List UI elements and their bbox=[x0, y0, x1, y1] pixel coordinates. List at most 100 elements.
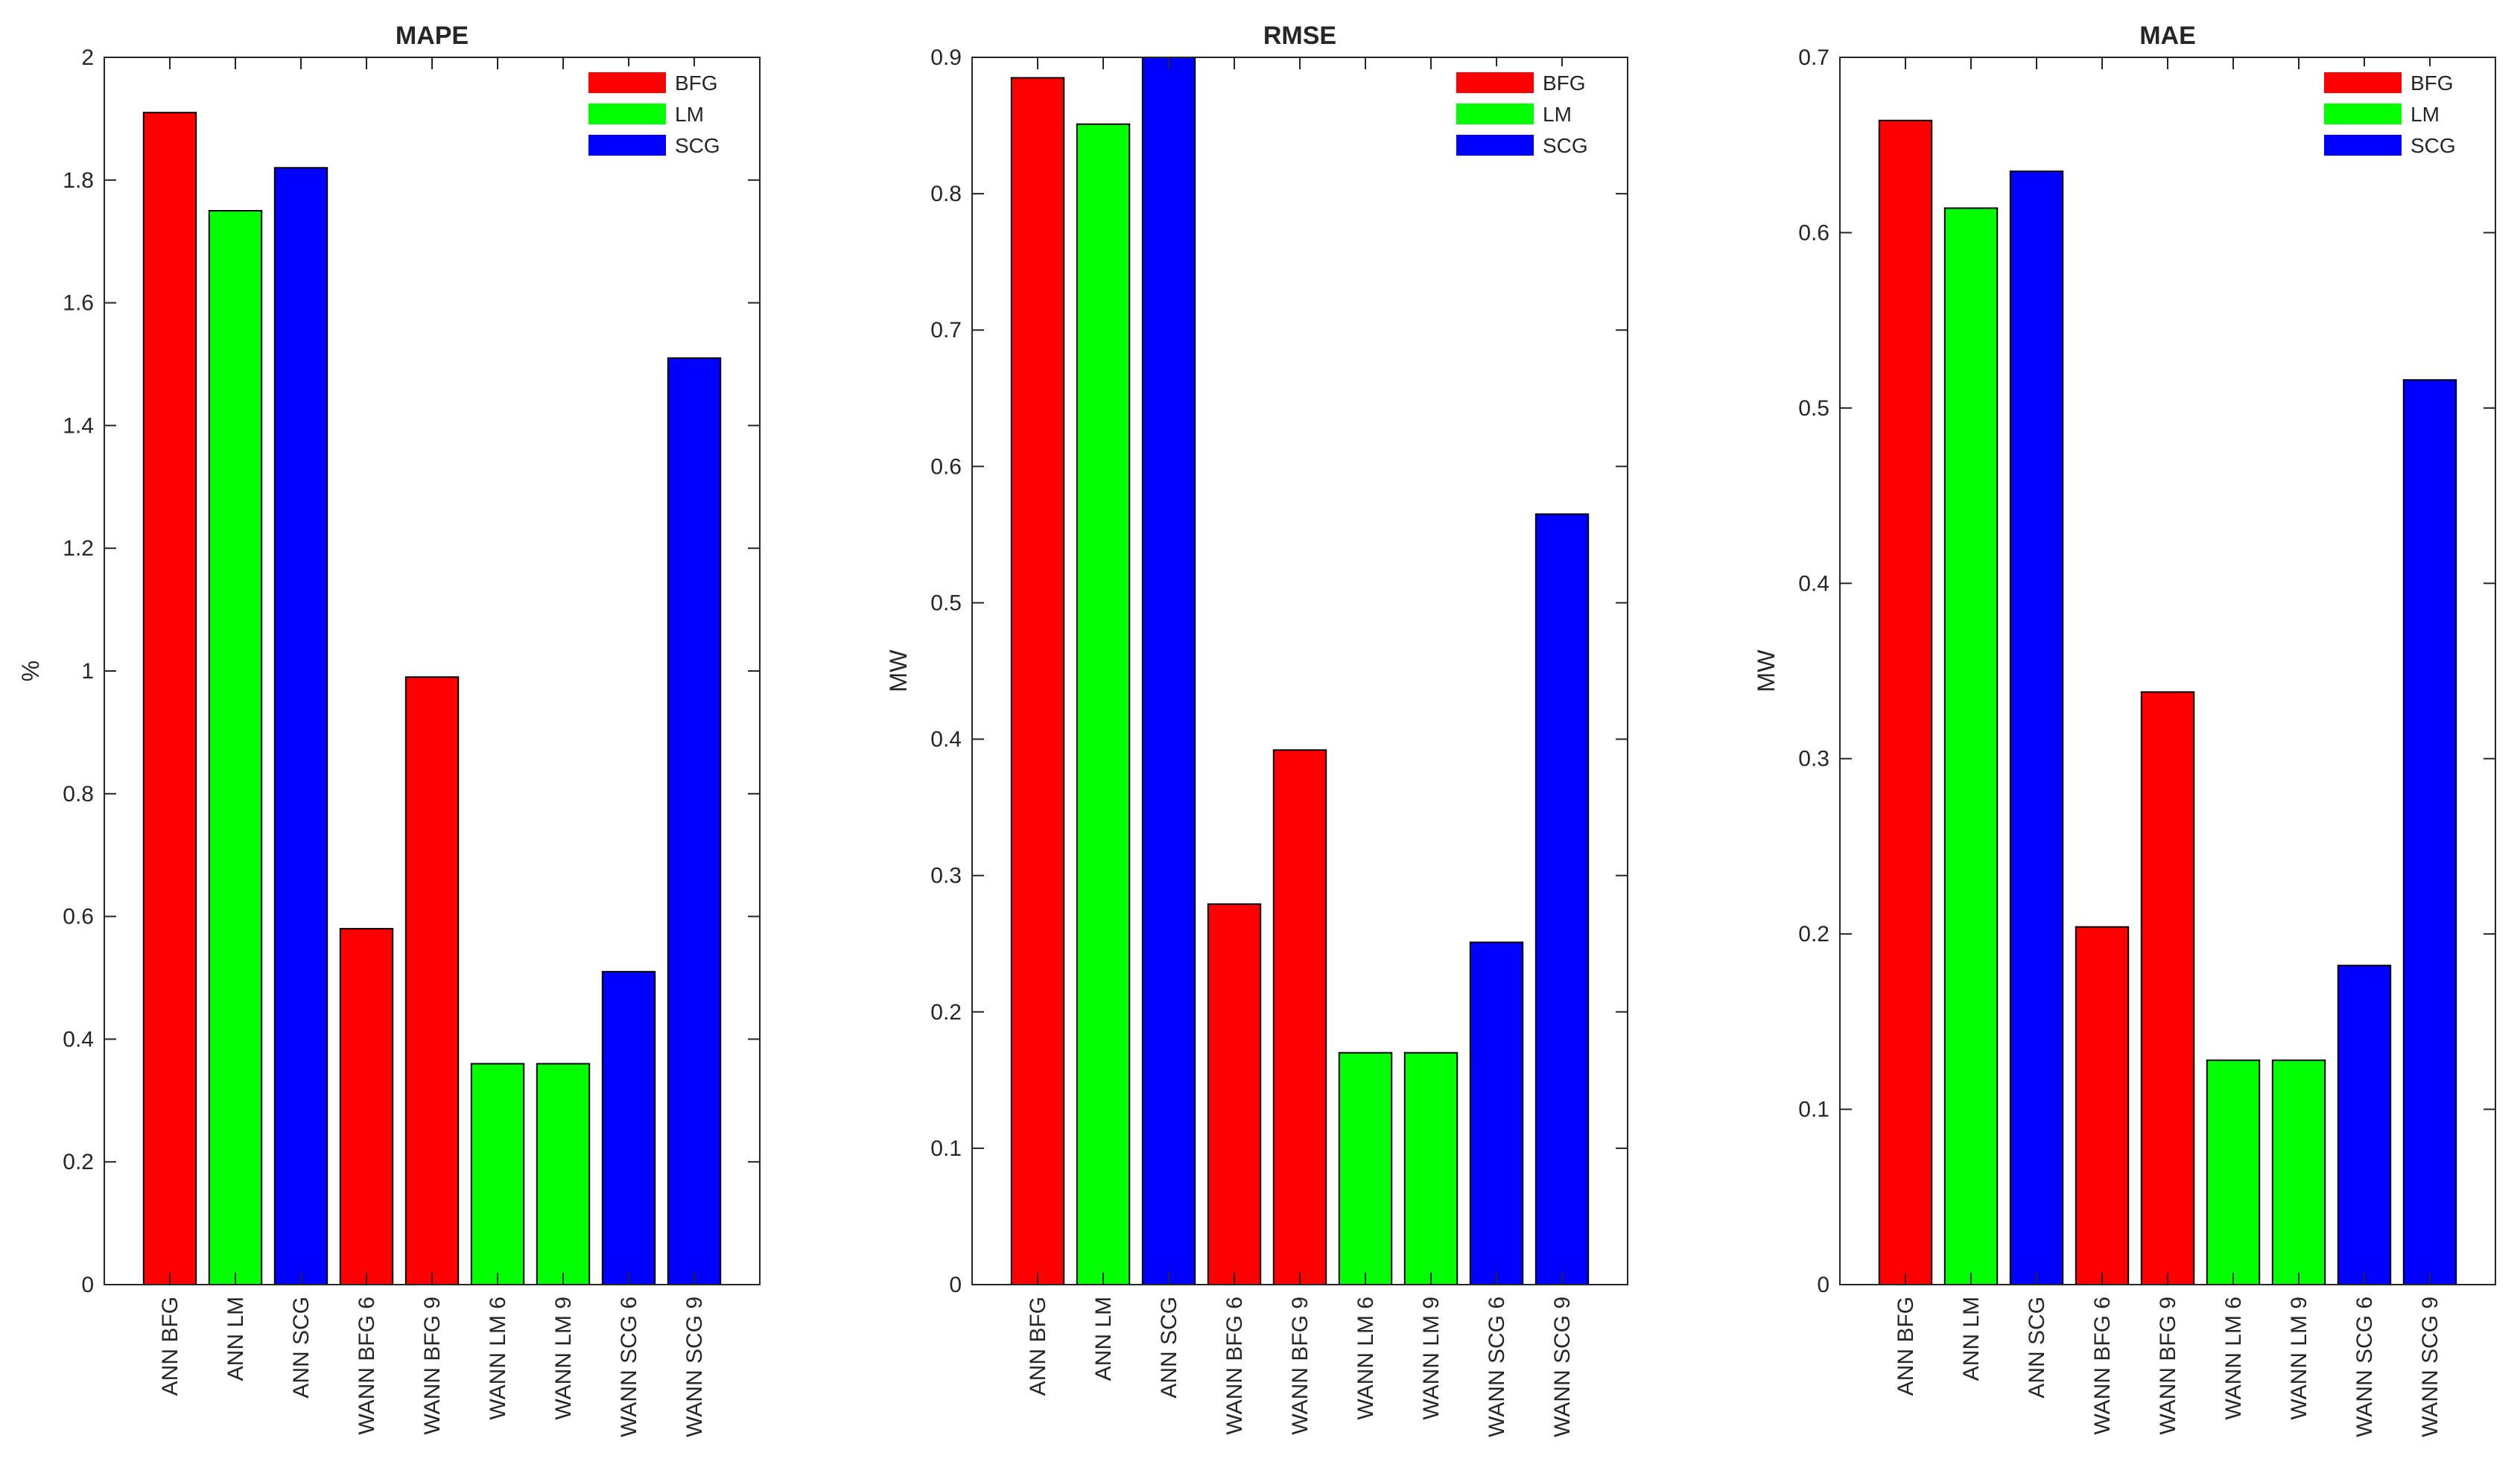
mae-bar-4 bbox=[2075, 926, 2130, 1285]
mape-category-label-3: ANN SCG bbox=[289, 1297, 314, 1399]
mape-legend-swatch-lm bbox=[588, 104, 666, 124]
mae-category-label-2: ANN LM bbox=[1959, 1297, 1984, 1381]
mape-ytick-label-7: 1.4 bbox=[63, 413, 94, 438]
mape-bar-2 bbox=[208, 210, 263, 1285]
mape-legend-label-scg: SCG bbox=[675, 134, 720, 157]
mape-ytick-label-1: 0.2 bbox=[63, 1150, 94, 1174]
rmse-legend-label-scg: SCG bbox=[1543, 134, 1588, 157]
rmse-category-label-1: ANN BFG bbox=[1026, 1297, 1050, 1396]
mape-category-label-8: WANN SCG 6 bbox=[617, 1297, 641, 1437]
mape-bar-7 bbox=[536, 1063, 591, 1286]
rmse-ytick-label-5: 0.5 bbox=[930, 591, 962, 615]
rmse-ytick-label-8: 0.8 bbox=[930, 182, 962, 206]
rmse-bar-9 bbox=[1534, 513, 1590, 1285]
mape-category-label-4: WANN BFG 6 bbox=[355, 1297, 379, 1435]
rmse-ytick-label-2: 0.2 bbox=[930, 1000, 962, 1025]
rmse-bar-4 bbox=[1207, 903, 1262, 1285]
rmse-bar-2 bbox=[1076, 123, 1131, 1286]
mae-ytick-label-0: 0 bbox=[1817, 1273, 1829, 1297]
mape-ytick-label-3: 0.6 bbox=[63, 905, 94, 929]
rmse-legend-swatch-lm bbox=[1456, 104, 1534, 124]
mae-category-label-6: WANN LM 6 bbox=[2221, 1297, 2246, 1420]
rmse-legend-label-bfg: BFG bbox=[1543, 71, 1586, 95]
mae-ytick-label-7: 0.7 bbox=[1798, 45, 1829, 70]
rmse-ytick-label-4: 0.4 bbox=[930, 728, 962, 752]
mae-ytick-label-4: 0.4 bbox=[1798, 571, 1829, 596]
mape-bar-9 bbox=[667, 357, 722, 1285]
mae-chart-title: MAE bbox=[2139, 22, 2196, 50]
mae-category-label-1: ANN BFG bbox=[1894, 1297, 1918, 1396]
mae-category-label-3: ANN SCG bbox=[2025, 1297, 2049, 1399]
rmse-y-axis-label: MW bbox=[885, 649, 912, 693]
mae-ytick-label-5: 0.5 bbox=[1798, 396, 1829, 421]
rmse-category-label-3: ANN SCG bbox=[1157, 1297, 1181, 1399]
rmse-category-label-9: WANN SCG 9 bbox=[1550, 1297, 1575, 1437]
mae-bar-5 bbox=[2140, 691, 2195, 1285]
mape-bar-1 bbox=[142, 112, 197, 1286]
mape-category-label-2: ANN LM bbox=[223, 1297, 248, 1381]
rmse-ytick-label-9: 0.9 bbox=[930, 45, 962, 70]
mae-bar-3 bbox=[2009, 171, 2064, 1285]
mape-legend-swatch-scg bbox=[588, 135, 666, 156]
mape-ytick-label-0: 0 bbox=[81, 1273, 94, 1297]
rmse-legend-swatch-bfg bbox=[1456, 72, 1534, 93]
rmse-bar-1 bbox=[1010, 77, 1065, 1285]
rmse-ytick-label-3: 0.3 bbox=[930, 864, 962, 888]
mae-ytick-label-3: 0.3 bbox=[1798, 747, 1829, 772]
rmse-bar-6 bbox=[1338, 1052, 1393, 1285]
mape-y-axis-label: % bbox=[17, 661, 44, 681]
mae-ytick-label-1: 0.1 bbox=[1798, 1098, 1829, 1122]
mape-ytick-label-10: 2 bbox=[81, 45, 94, 70]
mae-bar-7 bbox=[2271, 1059, 2326, 1285]
mape-bar-4 bbox=[339, 928, 394, 1285]
mae-ytick-label-2: 0.2 bbox=[1798, 922, 1829, 947]
mae-bar-1 bbox=[1878, 119, 1933, 1285]
rmse-legend-swatch-scg bbox=[1456, 135, 1534, 156]
mape-category-label-7: WANN LM 9 bbox=[551, 1297, 576, 1420]
mae-legend-label-scg: SCG bbox=[2410, 134, 2456, 157]
mae-bar-8 bbox=[2337, 964, 2392, 1285]
rmse-bar-3 bbox=[1141, 57, 1196, 1285]
mape-ytick-label-4: 0.8 bbox=[63, 782, 94, 807]
mape-legend-label-bfg: BFG bbox=[675, 71, 718, 95]
mae-ytick-label-6: 0.6 bbox=[1798, 220, 1829, 245]
rmse-bar-7 bbox=[1403, 1052, 1459, 1285]
rmse-bar-8 bbox=[1469, 941, 1524, 1286]
mape-ytick-label-9: 1.8 bbox=[63, 168, 94, 193]
rmse-bar-5 bbox=[1272, 749, 1327, 1285]
rmse-category-label-8: WANN SCG 6 bbox=[1485, 1297, 1509, 1437]
mape-category-label-1: ANN BFG bbox=[158, 1297, 183, 1396]
rmse-category-label-7: WANN LM 9 bbox=[1419, 1297, 1444, 1420]
mape-ytick-label-2: 0.4 bbox=[63, 1027, 94, 1052]
mape-bar-8 bbox=[601, 970, 656, 1286]
mape-ytick-label-8: 1.6 bbox=[63, 291, 94, 316]
rmse-category-label-6: WANN LM 6 bbox=[1353, 1297, 1378, 1420]
rmse-category-label-5: WANN BFG 9 bbox=[1288, 1297, 1313, 1435]
mape-category-label-6: WANN LM 6 bbox=[486, 1297, 510, 1420]
rmse-chart-title: RMSE bbox=[1263, 22, 1336, 50]
mape-bar-6 bbox=[470, 1063, 525, 1286]
mape-category-label-5: WANN BFG 9 bbox=[420, 1297, 445, 1435]
rmse-category-label-2: ANN LM bbox=[1091, 1297, 1116, 1381]
mae-legend-swatch-lm bbox=[2324, 104, 2402, 124]
mape-ytick-label-6: 1.2 bbox=[63, 536, 94, 561]
mae-category-label-9: WANN SCG 9 bbox=[2418, 1297, 2443, 1437]
mae-category-label-7: WANN LM 9 bbox=[2287, 1297, 2311, 1420]
mae-category-label-4: WANN BFG 6 bbox=[2090, 1297, 2115, 1435]
mape-legend-label-lm: LM bbox=[675, 103, 704, 126]
mae-y-axis-label: MW bbox=[1753, 649, 1780, 693]
mae-category-label-5: WANN BFG 9 bbox=[2156, 1297, 2180, 1435]
mae-legend-swatch-scg bbox=[2324, 135, 2402, 156]
mape-ytick-label-5: 1 bbox=[81, 659, 94, 684]
mape-category-label-9: WANN SCG 9 bbox=[682, 1297, 707, 1437]
mae-bar-6 bbox=[2206, 1059, 2261, 1285]
rmse-ytick-label-0: 0 bbox=[949, 1273, 962, 1297]
mape-bar-3 bbox=[273, 167, 329, 1285]
rmse-category-label-4: WANN BFG 6 bbox=[1222, 1297, 1247, 1435]
mape-chart-title: MAPE bbox=[396, 22, 469, 50]
mae-legend-label-lm: LM bbox=[2410, 103, 2440, 126]
rmse-ytick-label-1: 0.1 bbox=[930, 1136, 962, 1161]
mae-legend-label-bfg: BFG bbox=[2410, 71, 2454, 95]
rmse-ytick-label-6: 0.6 bbox=[930, 454, 962, 479]
